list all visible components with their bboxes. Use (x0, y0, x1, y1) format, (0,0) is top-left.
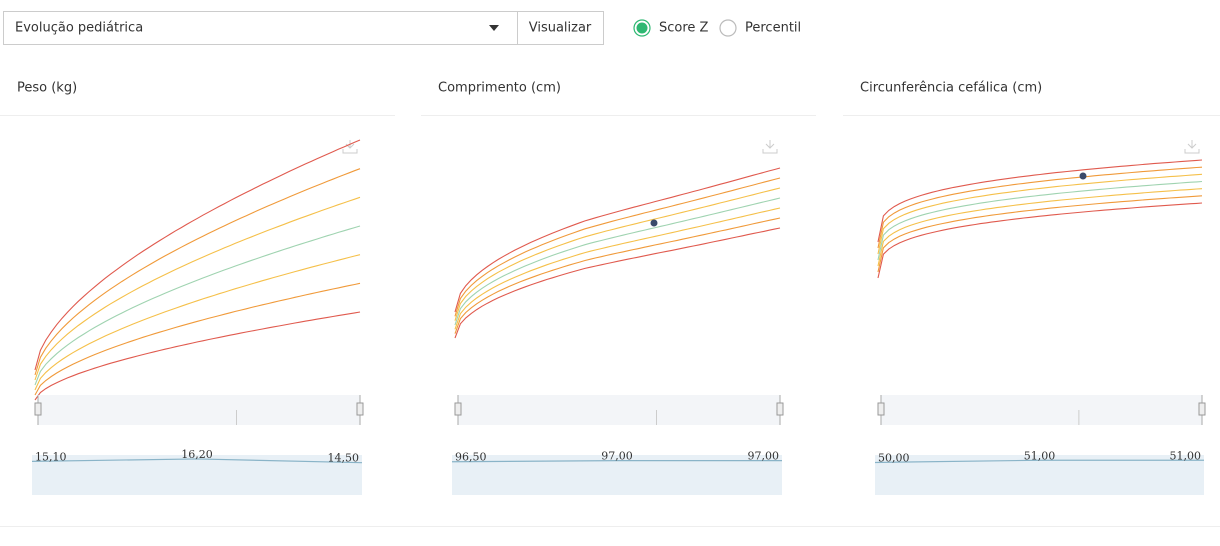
growth-curve (877, 166, 1203, 249)
growth-curve (454, 197, 781, 326)
growth-curve (34, 311, 361, 401)
growth-curve (34, 196, 361, 381)
panel-title: Peso (kg) (17, 81, 77, 96)
growth-curve (877, 188, 1203, 267)
growth-curve (34, 168, 361, 376)
slider-band (38, 395, 360, 425)
radio[interactable] (719, 19, 737, 37)
button-label[interactable]: Visualizar (529, 21, 592, 36)
growth-curve (877, 159, 1203, 243)
download-icon[interactable] (762, 140, 778, 154)
value-label: 51,00 (1024, 449, 1056, 462)
value-label: 15,10 (35, 450, 67, 463)
panel-title: Circunferência cefálica (cm) (860, 81, 1042, 96)
growth-curve (454, 167, 781, 313)
value-label: 16,20 (181, 448, 213, 461)
panel-title: Comprimento (cm) (438, 81, 561, 96)
radio-label[interactable]: Score Z (659, 21, 709, 36)
radio-dot (636, 22, 648, 34)
growth-curve (34, 254, 361, 391)
growth-curve (34, 282, 361, 396)
patient-point (1079, 172, 1087, 180)
growth-curve (877, 173, 1203, 255)
growth-curve (34, 225, 361, 386)
growth-curve (877, 195, 1203, 273)
value-label: 51,00 (1170, 449, 1202, 462)
select-text: Evolução pediátrica (15, 21, 143, 36)
value-label: 96,50 (455, 451, 487, 464)
value-label: 50,00 (878, 451, 910, 464)
select-box[interactable] (3, 11, 604, 45)
panels: Peso (kg) 15,10 16,20 14,50 Comprimento (cm)… (0, 81, 1220, 495)
slider-handle[interactable] (34, 402, 42, 416)
growth-curve (454, 227, 781, 339)
slider-handle[interactable] (776, 402, 784, 416)
mini-line (31, 458, 363, 464)
slider-band (881, 395, 1202, 425)
select-arrow (489, 25, 499, 31)
radio-label[interactable]: Percentil (745, 21, 801, 36)
slider-handle[interactable] (877, 402, 885, 416)
growth-curve (454, 187, 781, 321)
slider-handle[interactable] (1198, 402, 1206, 416)
slider-band (458, 395, 780, 425)
mini-line (874, 459, 1204, 464)
value-label: 14,50 (328, 452, 360, 465)
growth-curve (34, 139, 361, 371)
growth-curve (454, 207, 781, 330)
download-icon[interactable] (1184, 140, 1200, 154)
slider-handle[interactable] (356, 402, 364, 416)
slider-handle[interactable] (454, 402, 462, 416)
value-label: 97,00 (601, 450, 633, 463)
radio-group: Score Z Percentil (633, 19, 801, 37)
patient-point (650, 219, 658, 227)
value-label: 97,00 (748, 450, 780, 463)
growth-curve (454, 217, 781, 334)
growth-curve (877, 202, 1203, 279)
mini-line (451, 460, 782, 463)
growth-curve (877, 180, 1203, 261)
growth-curve (454, 177, 781, 317)
